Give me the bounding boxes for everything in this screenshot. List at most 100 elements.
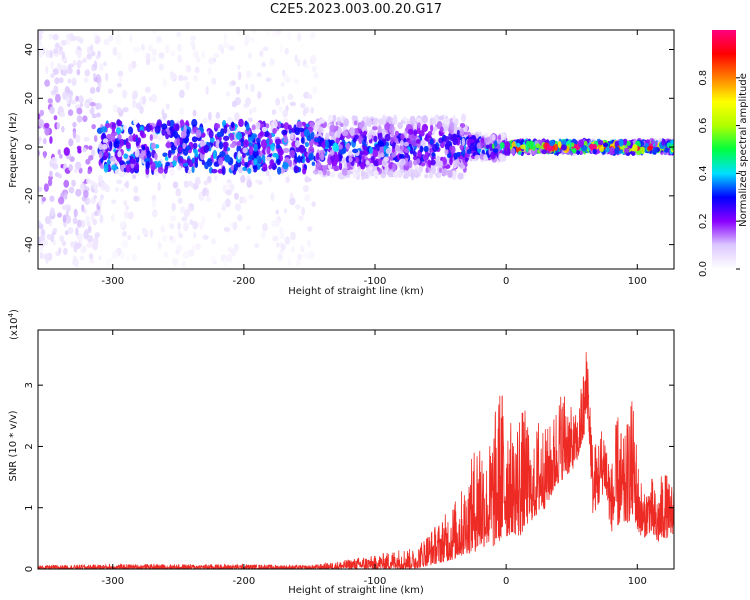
spectrogram-cell [223,259,227,267]
spectrogram-cell [377,139,383,147]
spectrogram-x-tick-label: -200 [233,276,256,287]
spectrogram-cell [211,77,217,85]
spectrogram-cell [252,106,257,113]
spectrogram-cell [111,199,117,204]
spectrogram-cell [618,138,624,147]
spectrogram-cell [404,151,409,160]
spectrogram-cell [194,151,199,158]
spectrogram-cell [50,156,58,164]
spectrogram-cell [86,53,92,60]
spectrogram-cell [255,179,260,184]
spectrogram-cell [404,148,410,154]
spectrogram-cell [157,166,164,174]
spectrogram-cell [110,213,115,222]
spectrogram-cell [285,176,290,183]
spectrogram-cell [430,124,434,132]
spectrogram-cell [561,139,567,147]
spectrogram-cell [163,251,169,259]
spectrogram-cell [287,124,292,131]
spectrogram-cell [140,43,146,51]
spectrogram-cell [324,132,330,142]
spectrogram-cell [97,174,103,183]
spectrogram-cell [191,136,198,143]
spectrogram-cell [289,197,296,206]
spectrogram-cell [94,39,100,45]
spectrogram-cell [151,199,156,209]
spectrogram-cell [424,173,429,179]
spectrogram-x-tick-label: -100 [364,276,387,287]
spectrogram-cell [217,212,222,219]
spectrogram-cell [229,132,235,141]
spectrogram-cell [274,138,282,145]
spectrogram-cell [118,160,125,166]
spectrogram-y-tick-label: 40 [24,43,35,56]
spectrogram-cell [47,178,53,187]
spectrogram-cell [461,137,466,147]
snr-y-tick-label: 0 [24,566,35,572]
spectrogram-cell [394,130,400,136]
spectrogram-cell [245,70,252,78]
spectrogram-cell [91,123,96,130]
spectrogram-cell [294,166,300,173]
spectrogram-cell [602,142,609,148]
spectrogram-cell [139,129,144,137]
spectrogram-cell [277,121,281,128]
spectrogram-cell [151,93,158,103]
snr-line [38,352,674,569]
snr-x-ticks: -300 -200 -100 0 100 [101,330,647,587]
spectrogram-cell [152,57,157,63]
spectrogram-cell [310,252,315,258]
spectrogram-cell [261,126,268,132]
spectrogram-cell [266,30,271,37]
spectrogram-cell [38,30,44,35]
spectrogram-cell [63,247,68,256]
spectrogram-cell [38,220,42,226]
spectrogram-cell [284,236,291,245]
spectrogram-cell [260,231,266,240]
spectrogram-cell [111,134,116,141]
spectrogram-cell [313,72,319,79]
spectrogram-cell [226,128,231,135]
colorbar-ticks: 0.0 0.2 0.4 0.6 0.8 [698,70,740,277]
spectrogram-cell [243,139,249,148]
spectrogram-cell [145,52,151,61]
spectrogram-cell [394,144,400,152]
spectrogram-cell [497,134,502,141]
spectrogram-cell [49,50,53,59]
spectrogram-cell [640,146,645,155]
spectrogram-cell [177,54,183,63]
spectrogram-cell [335,144,339,152]
spectrogram-cell [319,152,325,161]
spectrogram-cell [136,234,141,241]
spectrogram-cell [173,130,179,139]
spectrogram-cell [210,255,217,263]
spectrogram-cell [67,109,74,117]
spectrogram-cell [614,140,620,146]
spectrogram-cell [92,241,99,251]
spectrogram-cell [74,258,79,268]
spectrogram-cell [335,137,340,144]
spectrogram-cell [272,152,279,158]
spectrogram-cell [297,127,305,133]
spectrogram-cell [93,210,99,217]
spectrogram-cell [210,238,217,245]
spectrogram-cell [122,239,129,249]
spectrogram-cell [113,140,120,149]
spectrogram-cell [460,127,464,136]
spectrogram-cell [299,144,306,153]
spectrogram-cell [289,149,296,158]
spectrogram-cell [219,151,226,157]
spectrogram-cell [356,166,362,173]
spectrogram-x-axis-label: Height of straight line (km) [288,286,424,297]
spectrogram-cell [317,169,323,175]
spectrogram-cell [83,136,90,142]
spectrogram-cell [225,189,232,196]
spectrogram-cell [166,130,172,135]
spectrogram-cell [341,130,348,137]
spectrogram-cell [276,242,280,248]
spectrogram-cell [483,132,489,138]
spectrogram-cell [84,101,89,108]
spectrogram-cell [111,127,116,134]
spectrogram-cell [122,89,128,99]
spectrogram-cell [116,82,122,88]
